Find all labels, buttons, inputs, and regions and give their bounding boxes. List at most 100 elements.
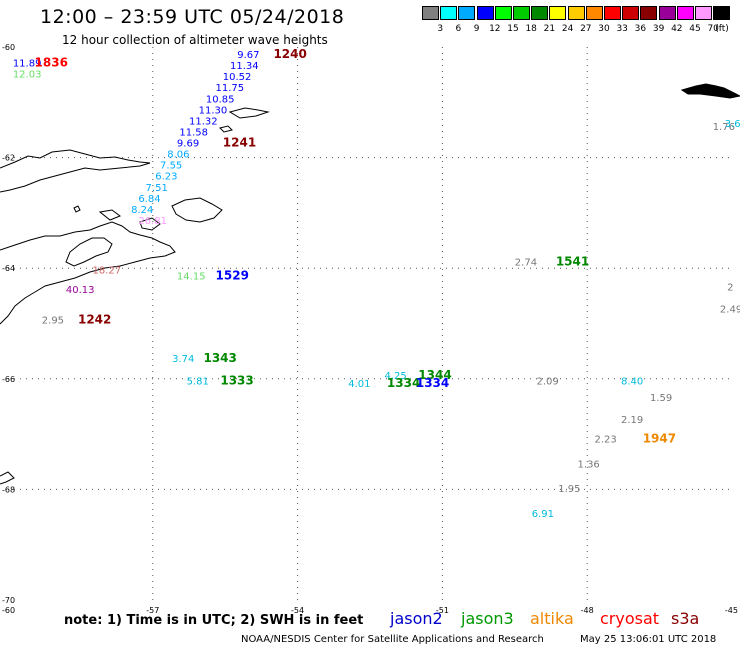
legend-unit: (ft) xyxy=(715,24,729,34)
wave-height-value: 1.36 xyxy=(578,459,600,470)
pass-time-label: 1334 xyxy=(416,376,449,390)
wave-height-value: 8.06 xyxy=(167,150,189,161)
wave-height-color-legend: 3 6 9 12 15 18 21 24 27 30 33 36 39 42 45 70 (ft) xyxy=(422,6,740,36)
wave-height-value: 11.32 xyxy=(189,116,218,127)
pass-time-label: 1333 xyxy=(220,373,253,387)
legend-swatch xyxy=(458,6,476,20)
legend-swatch xyxy=(585,6,603,20)
coastlines xyxy=(0,83,740,485)
coastline-joinville xyxy=(171,197,223,223)
satellite-name-s3a: s3a xyxy=(671,609,700,628)
wave-height-value: 8.40 xyxy=(621,376,643,387)
wave-height-value: 2.19 xyxy=(621,415,643,426)
wave-height-value: 1.95 xyxy=(558,484,580,495)
generation-timestamp: May 25 13:06:01 UTC 2018 xyxy=(580,634,717,645)
latitude-label: -62 xyxy=(2,154,15,163)
legend-tick-label: 18 xyxy=(525,24,537,34)
map-title: 12:00 – 23:59 UTC 05/24/2018 xyxy=(40,6,345,28)
wave-height-value: 40.13 xyxy=(66,285,95,296)
legend-tick-label: 21 xyxy=(543,24,556,34)
legend-swatch xyxy=(658,6,676,20)
pass-time-labels: 1240 1836 1241 1529 1242 1343 1333 134413341334… xyxy=(35,47,677,445)
latitude-label: -70 xyxy=(2,596,15,605)
legend-swatch xyxy=(440,6,458,20)
wave-height-value: 18.27 xyxy=(92,266,121,277)
satellite-name-cryosat: cryosat xyxy=(600,609,660,628)
pass-time-label: 1242 xyxy=(78,313,111,327)
wave-height-value: 2.49 xyxy=(720,304,740,315)
wave-height-value: 14.15 xyxy=(177,271,206,282)
wave-height-value: 11.30 xyxy=(199,105,228,116)
wave-height-value: 6.23 xyxy=(155,172,177,183)
wave-height-value: 11.34 xyxy=(230,61,259,72)
legend-tick-label: 9 xyxy=(473,24,480,34)
legend-tick-label: 70 xyxy=(707,24,719,34)
coastline-small-island xyxy=(219,125,233,133)
longitude-label: -57 xyxy=(146,606,159,615)
legend-tick-label: 27 xyxy=(580,24,592,34)
legend-swatch xyxy=(695,6,712,20)
pass-time-label: 1947 xyxy=(643,431,676,445)
legend-swatch xyxy=(513,6,530,20)
wave-height-value: 1.76 xyxy=(713,122,735,133)
wave-height-value: 6.91 xyxy=(532,509,554,520)
wave-height-value: 10.85 xyxy=(206,94,235,105)
wave-height-value: 5.81 xyxy=(187,376,209,387)
pass-time-label: 1529 xyxy=(216,268,249,282)
wave-height-value: 12.03 xyxy=(13,69,42,80)
pass-time-label: 1240 xyxy=(273,47,306,61)
longitude-label: -54 xyxy=(291,606,304,615)
legend-tick-label: 12 xyxy=(489,24,501,34)
legend-swatch xyxy=(640,6,658,20)
legend-tick-label: 42 xyxy=(671,24,683,34)
wave-height-value: 3.6 xyxy=(725,119,740,130)
legend-swatch xyxy=(622,6,640,20)
longitude-label: -51 xyxy=(436,606,449,615)
map-subtitle: 12 hour collection of altimeter wave hei… xyxy=(62,33,328,47)
pass-time-label: 1343 xyxy=(203,351,236,365)
legend-tick-label: 3 xyxy=(437,24,444,34)
pass-time-label: 1541 xyxy=(556,254,589,268)
coastline-left-fragment xyxy=(0,471,15,485)
legend-tick-label: 39 xyxy=(652,24,665,34)
wave-height-value: 10.52 xyxy=(223,72,252,83)
latitude-label: -66 xyxy=(2,375,15,384)
wave-height-value: 2.23 xyxy=(594,434,616,445)
wave-height-value: 3.74 xyxy=(172,354,194,365)
legend-swatch xyxy=(713,6,731,20)
legend-swatch xyxy=(422,6,439,20)
wave-height-value: 4.01 xyxy=(348,379,370,390)
coastline-peninsula-inner xyxy=(65,237,113,267)
coastline-island-b xyxy=(98,209,122,221)
pass-time-label: 1334 xyxy=(387,376,420,390)
wave-height-value: 2.74 xyxy=(515,257,537,268)
legend-tick-label: 24 xyxy=(561,24,574,34)
coastline-south-shetland xyxy=(0,149,151,193)
coastline-tiny-left xyxy=(73,205,81,213)
wave-height-value: 7.55 xyxy=(160,161,182,172)
wave-height-observations: 9.6711.3410.5211.7510.8511.3011.3211.589… xyxy=(13,50,740,520)
coastline-island-a xyxy=(139,217,161,231)
wave-height-value: 8.24 xyxy=(131,205,153,216)
latitude-label: -68 xyxy=(2,485,15,494)
legend-swatch xyxy=(567,6,585,20)
latitude-label: -64 xyxy=(2,264,15,273)
coastline-peninsula xyxy=(0,221,176,325)
wave-height-value: 2.95 xyxy=(42,316,64,327)
legend-swatch xyxy=(476,6,494,20)
wave-height-value: 11.58 xyxy=(179,127,208,138)
axis-labels: -60-62-64-66-68-70-60 -57 -54 -51 -48 -45 xyxy=(2,43,738,615)
footer-note: note: 1) Time is in UTC; 2) SWH is in fe… xyxy=(64,613,364,628)
credit-line: NOAA/NESDIS Center for Satellite Applica… xyxy=(241,634,544,645)
wave-height-value: 1.59 xyxy=(650,393,672,404)
latitude-label: -60 xyxy=(2,43,15,52)
legend-tick-label: 15 xyxy=(507,24,519,34)
wave-height-value: 26.81 xyxy=(138,216,167,227)
satellite-name-altika: altika xyxy=(530,609,574,628)
wave-height-value: 11.75 xyxy=(216,83,245,94)
legend-tick-label: 45 xyxy=(689,24,701,34)
legend-swatch xyxy=(531,6,549,20)
legend-swatch xyxy=(549,6,567,20)
